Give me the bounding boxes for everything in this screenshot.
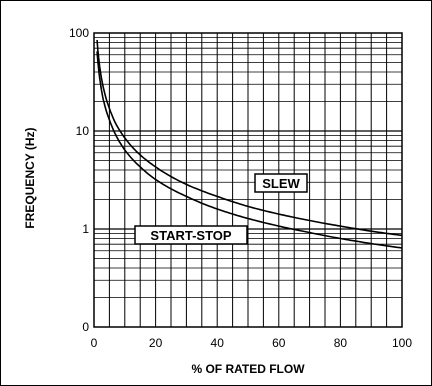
y-tick-label: 100 — [69, 26, 89, 40]
y-tick-labels: 0 1 10 100 — [69, 26, 89, 334]
y-tick-label: 0 — [82, 320, 89, 334]
start-stop-label-box: START-STOP — [135, 226, 247, 244]
x-axis-label: % OF RATED FLOW — [191, 362, 305, 376]
x-tick-labels: 0 20 40 60 80 100 — [91, 336, 413, 350]
y-axis-label: FREQUENCY (Hz) — [23, 127, 37, 228]
slew-label-box: SLEW — [255, 174, 307, 192]
x-tick-label: 0 — [91, 336, 98, 350]
x-tick-label: 20 — [149, 336, 163, 350]
grid-lines — [94, 33, 402, 327]
x-tick-label: 80 — [334, 336, 348, 350]
start-stop-label: START-STOP — [150, 228, 231, 243]
y-tick-label: 10 — [76, 124, 90, 138]
x-tick-label: 60 — [272, 336, 286, 350]
slew-label: SLEW — [262, 176, 300, 191]
x-tick-label: 100 — [392, 336, 412, 350]
y-tick-label: 1 — [82, 222, 89, 236]
x-tick-label: 40 — [211, 336, 225, 350]
